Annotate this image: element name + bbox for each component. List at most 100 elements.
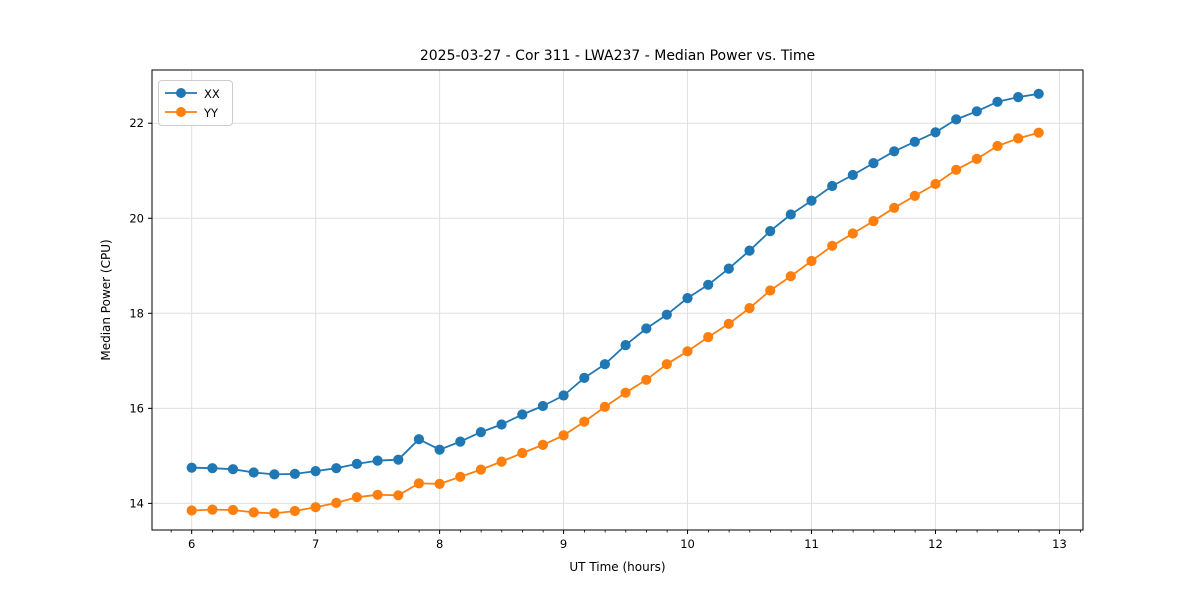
legend: XX YY <box>158 80 233 126</box>
data-point <box>806 255 817 267</box>
data-point <box>434 478 445 489</box>
data-point <box>579 372 590 383</box>
data-point <box>248 467 259 478</box>
data-point <box>723 263 734 274</box>
y-tick-label: 20 <box>129 211 144 225</box>
data-point <box>682 293 693 304</box>
data-point <box>227 464 239 475</box>
data-point <box>827 240 838 251</box>
data-point <box>661 309 672 320</box>
data-point <box>248 507 259 518</box>
x-tick-label: 7 <box>312 537 319 551</box>
legend-line-marker-icon <box>164 84 198 103</box>
y-tick-label: 16 <box>129 401 144 415</box>
data-point <box>517 409 528 420</box>
data-point <box>227 504 239 516</box>
data-point <box>620 387 631 398</box>
data-point <box>599 401 611 412</box>
x-tick-label: 10 <box>680 537 695 551</box>
data-point <box>579 416 590 427</box>
data-point <box>765 226 776 237</box>
data-point <box>331 463 342 474</box>
data-point <box>455 471 466 482</box>
data-point <box>951 164 962 175</box>
data-point <box>992 96 1003 107</box>
data-point <box>744 303 755 314</box>
data-point <box>1013 133 1024 144</box>
y-tick-label: 18 <box>129 306 144 320</box>
data-point <box>372 455 383 466</box>
x-tick-label: 6 <box>188 537 195 551</box>
data-point <box>868 216 879 227</box>
data-point <box>620 340 631 351</box>
axis-ticks: 6 7 8 9 10 11 12 13 14 16 18 20 22 <box>129 116 1081 551</box>
data-point <box>269 508 280 519</box>
data-point <box>558 430 569 441</box>
data-point <box>289 468 300 479</box>
legend-label-xx: XX <box>204 86 220 101</box>
x-tick-label: 9 <box>560 537 567 551</box>
data-point <box>785 209 796 220</box>
y-tick-label: 22 <box>129 116 144 130</box>
data-point <box>331 497 342 508</box>
series-yy <box>186 127 1044 519</box>
data-point <box>723 318 734 329</box>
data-point <box>207 504 218 515</box>
data-point <box>496 419 507 430</box>
data-point <box>992 140 1003 152</box>
data-point <box>930 127 941 138</box>
data-point <box>703 279 714 290</box>
chart-title: 2025-03-27 - Cor 311 - LWA237 - Median P… <box>419 48 816 64</box>
data-point <box>186 505 197 516</box>
data-point <box>269 469 280 480</box>
data-point <box>641 374 652 385</box>
data-point <box>413 478 424 489</box>
series-xx <box>186 88 1044 480</box>
data-point <box>537 400 549 412</box>
series-line <box>191 92 1039 476</box>
legend-item-xx: XX <box>164 85 226 102</box>
data-point <box>475 427 486 438</box>
data-point <box>1033 88 1044 99</box>
data-point <box>558 390 569 401</box>
data-point <box>641 323 652 334</box>
data-point <box>971 106 982 117</box>
data-point <box>1033 127 1044 138</box>
data-point <box>393 454 404 465</box>
legend-label-yy: YY <box>204 105 219 120</box>
data-point <box>289 505 300 517</box>
data-point <box>310 466 321 477</box>
x-tick-label: 11 <box>804 537 819 551</box>
data-point <box>372 489 383 500</box>
y-tick-label: 14 <box>129 496 144 510</box>
data-point <box>434 444 445 455</box>
data-point <box>951 114 962 125</box>
data-point <box>496 456 507 467</box>
data-point <box>785 271 796 282</box>
data-point <box>537 439 549 450</box>
data-point <box>847 228 858 239</box>
x-tick-label: 13 <box>1052 537 1067 551</box>
gridlines <box>152 70 1083 530</box>
data-point <box>599 359 611 370</box>
data-point <box>703 332 714 343</box>
series-line <box>191 131 1039 515</box>
data-point <box>682 346 693 357</box>
data-point <box>889 202 900 213</box>
data-point <box>930 178 941 190</box>
data-point <box>909 136 920 147</box>
data-point <box>806 195 817 206</box>
plot-border <box>151 69 1084 531</box>
data-point <box>868 158 879 169</box>
data-point <box>889 146 900 157</box>
data-point <box>827 180 838 192</box>
y-axis-label: Median Power (CPU) <box>99 239 113 361</box>
legend-line-marker-icon <box>164 103 198 122</box>
x-axis-label: UT Time (hours) <box>569 560 666 574</box>
data-point <box>413 434 424 445</box>
data-point <box>351 458 362 469</box>
data-point <box>207 463 218 474</box>
data-point <box>744 245 755 256</box>
